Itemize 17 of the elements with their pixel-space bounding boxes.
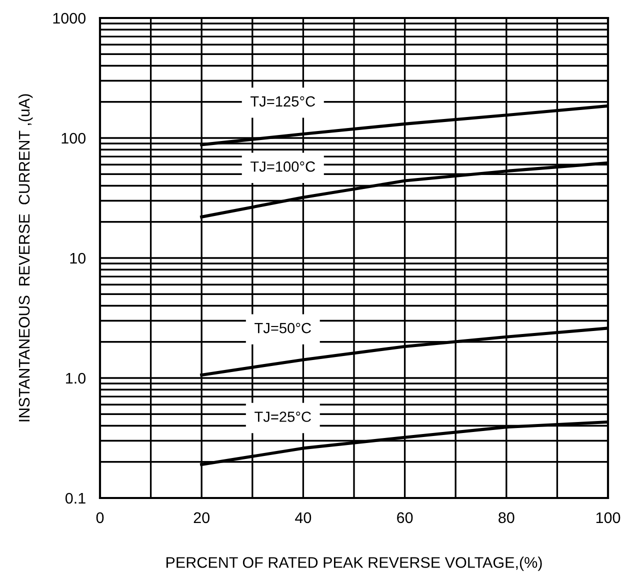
x-tick-label: 20 (194, 512, 210, 524)
y-tick-label: 0.1 (65, 492, 86, 504)
x-tick-label: 100 (596, 512, 620, 524)
y-tick-label: 1000 (53, 12, 86, 24)
series-label: TJ=25°C (254, 412, 311, 422)
series-label: TJ=100°C (250, 161, 316, 172)
x-tick-label: 40 (295, 512, 312, 524)
x-tick-label: 0 (96, 512, 104, 524)
y-tick-label: 1.0 (66, 372, 86, 384)
x-tick-label: 80 (498, 512, 514, 524)
y-tick-label: 100 (62, 132, 86, 144)
x-tick-label: 60 (397, 512, 413, 524)
series-label: TJ=50°C (254, 322, 311, 334)
y-tick-label: 10 (70, 252, 86, 264)
y-axis-title: INSTANTANEOUS REVERSE CURRENT ,(uA) (18, 94, 33, 422)
series-label: TJ=125°C (250, 96, 316, 107)
x-axis-title: PERCENT OF RATED PEAK REVERSE VOLTAGE,(%) (166, 556, 542, 571)
